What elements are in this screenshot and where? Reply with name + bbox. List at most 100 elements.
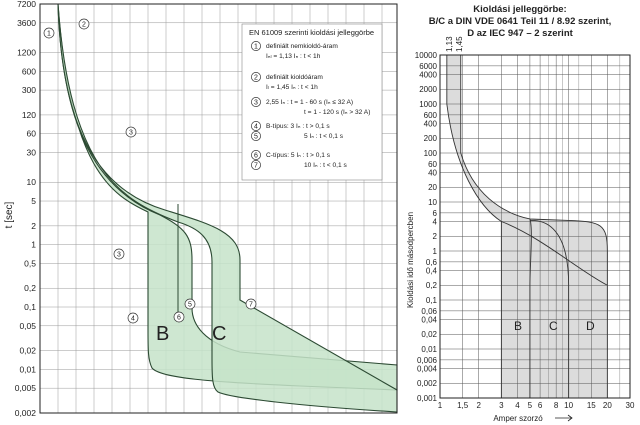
legend-num-5-circle [251,131,261,141]
right-y-tick-label: 2 [433,232,438,241]
marker-1-label: 1 [47,31,51,38]
right-y-tick-label: 0,4 [426,266,438,275]
marker-5-label: 5 [188,302,192,309]
right-y-tick-label: 2000 [419,85,437,94]
legend-box [241,23,383,181]
right-x-tick-label: 30 [626,401,635,410]
left-frame [39,3,398,414]
marker-7-circle [245,298,257,310]
marker-3-circle [125,126,137,138]
left-y-tick-label: 0,1 [24,302,36,312]
legend-num-4: 4 [254,124,258,131]
right-y-tick-label: 1000 [419,100,437,109]
legend-num-5: 5 [254,134,258,141]
right-y-tick-label: 0,1 [426,296,438,305]
right-y-tick-label: 0,02 [421,330,437,339]
legend-line: 2,55 Iₙ : t = 1 - 60 s (Iₙ ≤ 32 A) [266,99,353,106]
right-curves [446,55,608,398]
right-y-tick-label: 100 [424,149,438,158]
left-y-tick-label: 5 [31,196,36,206]
marker-5-circle [184,298,196,310]
legend-line: C-típus: 5 Iₙ : t > 0,1 s [266,152,331,159]
legend-line: t = 1 - 120 s (Iₙ > 32 A) [304,109,370,116]
right-x-tick-label: 10 [564,401,573,410]
left-y-tick-label: 1 [31,240,36,250]
top-label-145: 1,45 [455,36,464,52]
curve-c-upper [529,219,570,398]
left-y-tick-label: 10 [27,177,37,187]
series-label-d: D [586,319,595,333]
right-y-axis-label: Kioldási idő másodpercben [406,212,415,308]
right-x-axis-label: Amper szorzó [493,414,543,423]
marker-4-label: 4 [131,316,135,323]
left-y-tick-label: 0,2 [24,283,36,293]
left-y-tick-label: 300 [22,85,36,95]
marker-2-label: 2 [82,22,86,29]
legend-num-4-circle [251,121,261,131]
left-y-tick-label: 0,05 [19,321,36,331]
left-y-tick-label: 600 [22,66,36,76]
right-y-tick-label: 1 [433,247,438,256]
right-y-tick-label: 0,06 [421,307,437,316]
right-x-tick-label: 3 [499,401,504,410]
legend-num-2: 2 [254,75,258,82]
legend-line: Iₙₗ = 1,13 Iₙ : t < 1h [266,53,321,60]
left-chart: 7200 3600 1200 600 300 120 60 30 10 5 2 1 0,5 0,2 0,1 0… [4,0,398,418]
right-y-tick-label: 0,002 [417,379,438,388]
x-axis-arrow-icon [555,414,573,422]
left-chart-title: EN 61009 szerinti kioldási jelleggörbe [249,28,374,37]
left-y-tick-label: 120 [22,110,36,120]
band-label-b: B [156,323,169,345]
series-label-c: C [549,319,558,333]
right-chart: Kioldási jelleggörbe: B/C a DIN VDE 0641… [406,4,635,423]
left-y-tick-label: 0,002 [15,408,37,418]
right-chart-title: Kioldási jelleggörbe: [473,4,566,15]
left-legend: EN 61009 szerinti kioldási jelleggörbe 1… [241,23,383,181]
right-characteristic-area [446,55,608,398]
left-y-tick-label: 1200 [17,48,36,58]
right-y-tick-label: 60 [428,160,437,169]
legend-num-3-circle [251,97,261,107]
right-x-tick-label: 5 [528,401,533,410]
legend-num-6-circle [251,150,261,160]
right-x-tick-label: 20 [603,401,612,410]
right-chart-subtitle-1: B/C a DIN VDE 0641 Teil 11 / 8.92 szerin… [429,16,612,27]
left-y-tick-label: 3600 [17,18,36,28]
legend-num-6: 6 [254,153,258,160]
left-y-tick-label: 60 [27,129,37,139]
left-y-tick-label: 0,005 [15,383,37,393]
left-y-tick-label: 7200 [17,0,36,9]
marker-3-label: 3 [117,252,121,259]
band-c [57,3,398,413]
top-label-113: 1,13 [445,36,454,52]
curve-b-upper [529,218,532,398]
legend-num-1: 1 [254,44,258,51]
right-y-tick-label: 6000 [419,62,437,71]
curve-upper [460,55,608,398]
right-y-tick-label: 4000 [419,70,437,79]
right-y-tick-label: 6 [433,209,438,218]
right-y-tick-label: 20 [428,183,437,192]
right-x-tick-label: 4 [515,401,520,410]
left-y-tick-label: 30 [27,147,37,157]
right-x-ticks: 1 1,5 2 3 4 5 6 8 10 15 20 30 [438,401,635,410]
right-x-tick-label: 1,5 [457,401,469,410]
right-y-tick-label: 10000 [415,51,438,60]
left-y-axis-label: t [sec] [4,201,15,228]
left-y-tick-label: 0,5 [24,258,36,268]
legend-num-7: 7 [254,163,258,170]
curve-lower-b [446,55,502,398]
right-y-tick-label: 0,6 [426,258,438,267]
legend-num-7-circle [251,160,261,170]
marker-6-circle [173,311,185,323]
right-y-tick-label: 0,01 [421,345,437,354]
right-y-tick-label: 40 [428,168,437,177]
right-y-tick-label: 400 [424,119,438,128]
right-x-tick-label: 15 [587,401,596,410]
series-label-b: B [514,319,522,333]
right-areas [446,55,608,398]
right-y-tick-label: 4 [433,217,438,226]
